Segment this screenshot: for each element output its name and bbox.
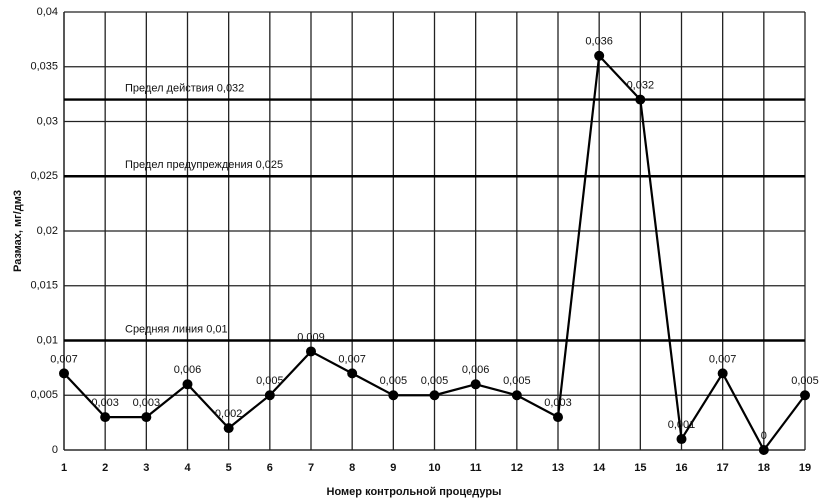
data-label: 0,007 [338, 353, 366, 365]
data-point [388, 390, 399, 401]
x-axis-title: Номер контрольной процедуры [327, 486, 502, 498]
y-tick-label: 0,04 [37, 6, 58, 18]
data-label: 0,032 [627, 80, 655, 92]
data-label: 0,003 [91, 397, 119, 409]
x-tick-label: 14 [593, 462, 606, 474]
data-label: 0,003 [133, 397, 161, 409]
data-point [553, 412, 563, 423]
data-point [223, 423, 234, 434]
data-point [429, 390, 440, 401]
y-tick-label: 0,025 [30, 170, 58, 182]
y-tick-label: 0,01 [37, 334, 58, 346]
reference-label: Предел действия 0,032 [125, 83, 244, 95]
data-point [347, 368, 358, 379]
data-label: 0,007 [709, 353, 737, 365]
x-tick-label: 10 [428, 462, 440, 474]
data-point [758, 445, 769, 455]
data-label: 0,001 [668, 419, 696, 431]
data-point [800, 390, 810, 401]
data-point [676, 434, 687, 445]
x-tick-label: 2 [102, 462, 108, 474]
y-tick-label: 0,03 [37, 115, 58, 127]
data-point [182, 379, 193, 390]
data-point [264, 390, 275, 401]
data-point [594, 50, 605, 61]
data-label: 0,006 [462, 364, 490, 376]
y-tick-label: 0,015 [30, 280, 58, 292]
data-label: 0,006 [174, 364, 202, 376]
x-tick-label: 18 [758, 462, 770, 474]
data-label: 0,007 [50, 353, 78, 365]
x-tick-label: 17 [717, 462, 729, 474]
x-tick-label: 9 [390, 462, 396, 474]
y-tick-label: 0,035 [30, 61, 58, 73]
y-tick-label: 0,005 [30, 389, 58, 401]
x-tick-label: 8 [349, 462, 355, 474]
data-point [141, 412, 152, 423]
x-tick-label: 12 [511, 462, 523, 474]
data-point [470, 379, 481, 390]
data-label: 0,036 [585, 36, 613, 48]
x-tick-label: 11 [470, 462, 482, 474]
reference-label: Средняя линия 0,01 [125, 323, 228, 335]
x-tick-label: 15 [634, 462, 646, 474]
data-point [100, 412, 111, 423]
x-tick-label: 4 [184, 462, 191, 474]
data-label: 0,005 [421, 375, 449, 387]
data-label: 0,005 [380, 375, 408, 387]
x-tick-label: 6 [267, 462, 273, 474]
x-tick-label: 16 [675, 462, 687, 474]
data-label: 0,003 [544, 397, 572, 409]
data-point [511, 390, 522, 401]
data-label: 0,005 [256, 375, 284, 387]
reference-label: Предел предупреждения 0,025 [125, 159, 283, 171]
x-tick-label: 19 [799, 462, 811, 474]
y-axis-title: Размах, мг/дм3 [12, 190, 24, 272]
data-label: 0,002 [215, 408, 243, 420]
x-tick-label: 5 [226, 462, 232, 474]
data-label: 0,005 [791, 375, 819, 387]
data-point [717, 368, 728, 379]
data-label: 0,005 [503, 375, 531, 387]
x-tick-label: 3 [143, 462, 149, 474]
y-tick-label: 0 [52, 444, 58, 456]
data-point [306, 346, 316, 357]
data-label: 0,009 [297, 331, 325, 343]
x-tick-label: 7 [308, 462, 314, 474]
data-point [635, 94, 646, 105]
data-point [59, 368, 69, 379]
x-tick-label: 1 [61, 462, 67, 474]
x-tick-label: 13 [552, 462, 564, 474]
y-tick-label: 0,02 [37, 225, 58, 237]
data-label: 0 [761, 430, 767, 442]
